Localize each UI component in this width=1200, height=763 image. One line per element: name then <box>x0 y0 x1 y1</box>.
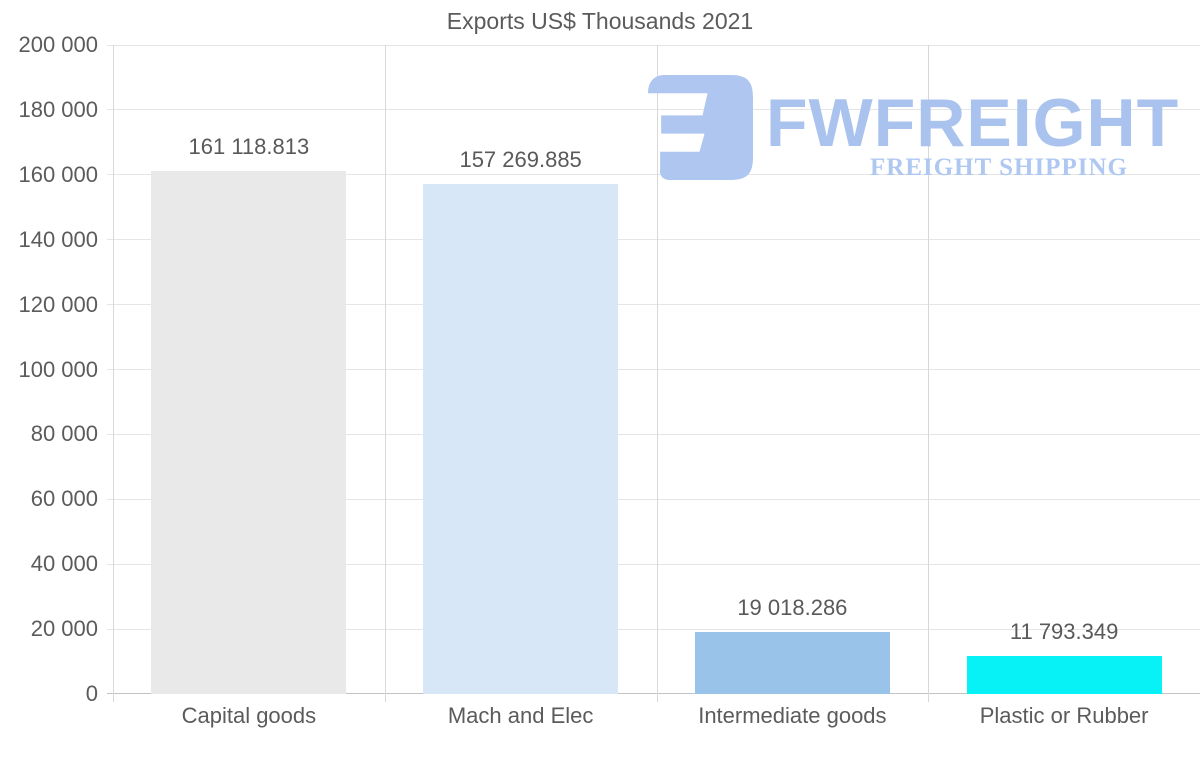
bar <box>423 183 619 694</box>
y-axis-line <box>113 45 114 702</box>
y-tick-label: 20 000 <box>30 616 98 642</box>
gridline-horizontal <box>107 109 1200 111</box>
bar-value-label: 19 018.286 <box>737 595 848 621</box>
x-axis: Capital goods Mach and Elec Intermediate g… <box>113 703 1200 743</box>
y-axis: 0 20 000 40 000 60 000 80 000 100 000 120 000 1… <box>0 32 100 706</box>
gridline-horizontal <box>107 433 1200 435</box>
column-separator <box>384 45 386 702</box>
y-tick-label: 40 000 <box>30 551 98 577</box>
chart-title: Exports US$ Thousands 2021 <box>446 8 754 34</box>
gridline-horizontal <box>107 563 1200 565</box>
y-tick-label: 80 000 <box>30 421 98 447</box>
category-label: Plastic or Rubber <box>979 703 1149 728</box>
y-tick-label: 0 <box>85 681 98 706</box>
gridline-horizontal <box>107 693 1200 694</box>
y-tick-label: 60 000 <box>30 486 98 512</box>
bar <box>694 632 890 694</box>
y-tick-label: 160 000 <box>18 161 98 187</box>
gridline-horizontal <box>107 44 1200 46</box>
y-tick-label: 120 000 <box>18 291 98 317</box>
column-separator <box>656 45 658 702</box>
bar-value-label: 11 793.349 <box>1009 618 1119 644</box>
bar <box>151 171 347 694</box>
bar <box>966 655 1162 694</box>
category-label: Intermediate goods <box>698 703 887 728</box>
column-separator <box>928 45 930 702</box>
gridline-horizontal <box>107 239 1200 241</box>
gridline-horizontal <box>107 498 1200 500</box>
category-label: Mach and Elec <box>447 703 594 728</box>
plot-area: 161 118.813 157 269.885 19 018.286 11 793.3… <box>107 44 1200 702</box>
y-tick-label: 100 000 <box>18 356 98 382</box>
gridline-horizontal <box>107 628 1200 630</box>
bar-value-label: 161 118.813 <box>188 134 310 160</box>
y-tick-label: 180 000 <box>18 96 98 122</box>
gridline-horizontal <box>107 304 1200 306</box>
gridline-horizontal <box>107 369 1200 370</box>
bar-value-label: 157 269.885 <box>459 146 582 172</box>
y-tick-label: 200 000 <box>18 32 98 57</box>
y-tick-label: 140 000 <box>18 226 98 252</box>
category-label: Capital goods <box>181 703 317 728</box>
